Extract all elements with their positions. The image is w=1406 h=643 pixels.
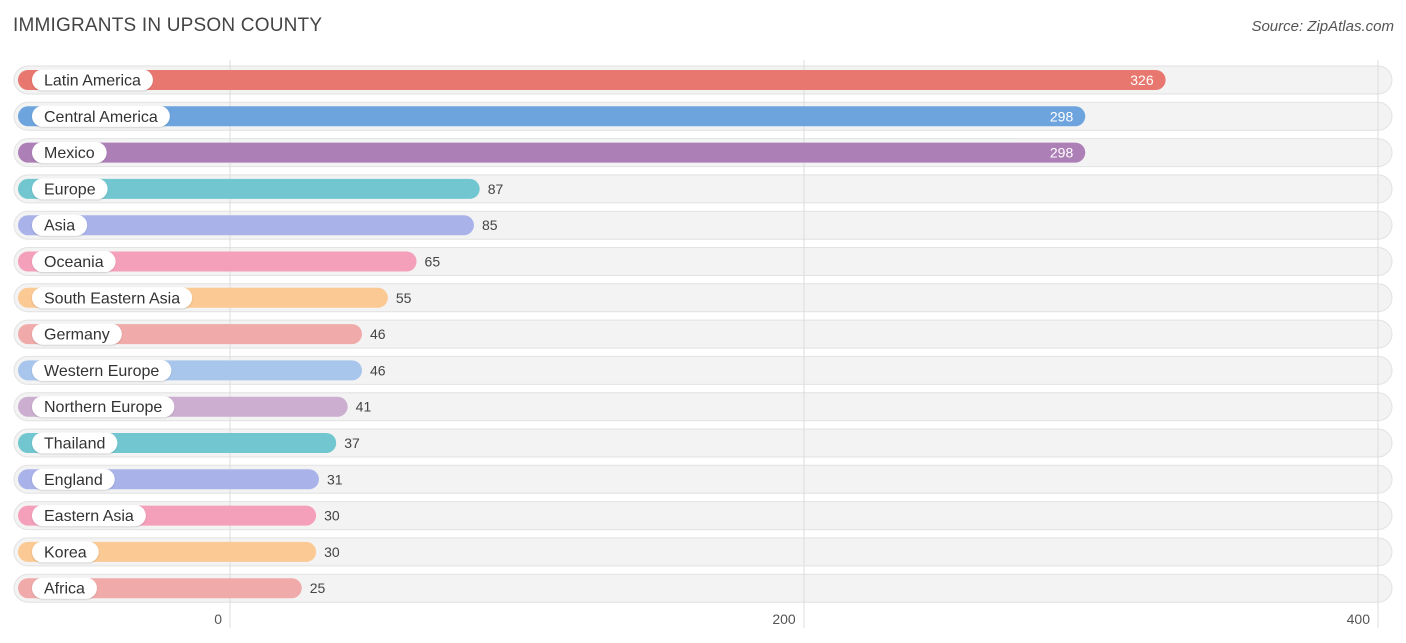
category-pill [32,214,88,236]
category-pill [32,142,107,164]
bar [18,251,417,272]
category-pill [32,105,170,127]
value-label: 87 [488,181,504,197]
category-label: Africa [44,581,85,598]
x-tick-label: 0 [214,611,222,627]
category-pill [32,505,146,527]
value-label: 25 [310,580,326,596]
value-label: 298 [1050,145,1074,161]
category-label-group: South Eastern Asia [32,287,193,309]
value-label: 37 [344,435,360,451]
category-pill [32,287,193,309]
category-pill [32,468,115,490]
category-label-group: Eastern Asia [32,505,146,527]
category-label: Germany [44,327,110,344]
category-pill [32,323,122,345]
value-label: 30 [324,508,340,524]
category-label-group: Thailand [32,432,118,454]
source-label: Source: ZipAtlas.com [1251,18,1394,35]
category-label: Latin America [44,73,141,90]
category-label: England [44,472,103,489]
chart-title: IMMIGRANTS IN UPSON COUNTY [13,15,323,36]
value-label: 298 [1050,108,1074,124]
bar [18,142,1086,163]
value-label: 31 [327,471,343,487]
category-label-group: England [32,468,115,490]
category-label: Eastern Asia [44,508,134,525]
category-label: Central America [44,109,158,126]
bar [18,178,480,199]
value-label: 65 [425,254,441,270]
category-label-group: Northern Europe [32,396,175,418]
category-label: Korea [44,544,87,561]
row-track [13,428,1393,458]
category-label: Thailand [44,436,105,453]
category-label: Western Europe [44,363,159,380]
category-label: South Eastern Asia [44,290,180,307]
category-pill [32,432,118,454]
x-tick-label: 200 [772,611,796,627]
category-pill [32,69,153,91]
bar [18,215,474,236]
row-track [13,501,1393,531]
x-tick-label: 400 [1347,611,1371,627]
value-label: 41 [356,399,372,415]
category-label-group: Latin America [32,69,153,91]
category-label: Asia [44,218,75,235]
category-label-group: Central America [32,105,170,127]
category-pill [32,577,97,599]
category-label-group: Korea [32,541,99,563]
category-pill [32,541,99,563]
value-label: 326 [1130,72,1154,88]
value-label: 85 [482,217,498,233]
row-track [13,537,1393,567]
category-label-group: Africa [32,577,97,599]
category-pill [32,178,108,200]
value-label: 55 [396,290,412,306]
bar [18,106,1086,127]
category-label-group: Europe [32,178,108,200]
bar [18,70,1166,90]
category-pill [32,396,175,418]
value-label: 30 [324,544,340,560]
category-label: Oceania [44,254,104,271]
category-label-group: Oceania [32,251,116,272]
category-label-group: Western Europe [32,359,172,381]
row-track [13,392,1393,422]
category-label: Mexico [44,145,95,162]
row-track [13,464,1393,494]
category-pill [32,359,172,381]
category-pill [32,251,116,272]
category-label-group: Asia [32,214,88,236]
category-label-group: Mexico [32,142,107,164]
category-label: Europe [44,181,96,198]
value-label: 46 [370,362,386,378]
row-track [13,573,1393,603]
category-label-group: Germany [32,323,122,345]
value-label: 46 [370,326,386,342]
category-label: Northern Europe [44,399,162,416]
